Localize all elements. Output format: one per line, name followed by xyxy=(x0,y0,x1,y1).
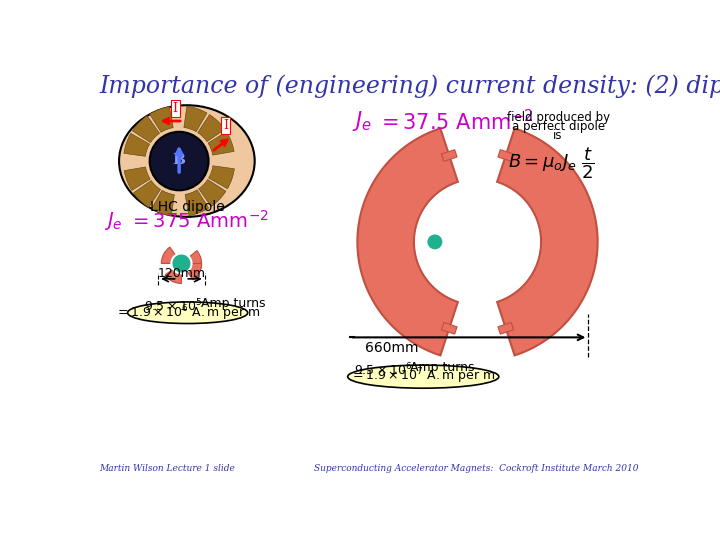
Ellipse shape xyxy=(348,365,499,388)
Text: I: I xyxy=(173,102,178,115)
Bar xyxy=(441,150,457,161)
Wedge shape xyxy=(150,106,174,132)
Text: field produced by: field produced by xyxy=(507,111,610,124)
Circle shape xyxy=(150,132,209,190)
Text: is: is xyxy=(554,130,563,143)
Wedge shape xyxy=(124,167,150,191)
Text: $= 375\ \mathrm{Amm}^{-2}$: $= 375\ \mathrm{Amm}^{-2}$ xyxy=(129,210,269,232)
Text: I: I xyxy=(223,119,228,132)
Circle shape xyxy=(426,233,444,251)
Wedge shape xyxy=(189,251,202,268)
Circle shape xyxy=(171,253,192,273)
Bar xyxy=(498,150,513,161)
Text: $9.5\times10^5$: $9.5\times10^5$ xyxy=(144,298,202,314)
Text: Amp turns: Amp turns xyxy=(197,298,266,310)
Wedge shape xyxy=(184,106,207,132)
Wedge shape xyxy=(185,190,209,215)
Text: 120mm: 120mm xyxy=(158,267,205,280)
Text: 660mm: 660mm xyxy=(365,341,418,355)
Wedge shape xyxy=(151,191,174,216)
Wedge shape xyxy=(186,264,202,280)
PathPatch shape xyxy=(497,129,598,355)
Wedge shape xyxy=(199,179,226,206)
Text: $B = \mu_o J_e\ \dfrac{t}{2}$: $B = \mu_o J_e\ \dfrac{t}{2}$ xyxy=(508,146,595,181)
Bar xyxy=(441,322,457,334)
Text: $J_e$: $J_e$ xyxy=(104,210,122,232)
Ellipse shape xyxy=(119,105,255,217)
Text: B: B xyxy=(173,152,186,166)
Text: $J_e$: $J_e$ xyxy=(352,110,372,133)
Text: $9.5\times10^6$: $9.5\times10^6$ xyxy=(354,361,412,378)
Text: $=1.9\times10^7\ \mathrm{A.m\ per\ m}$: $=1.9\times10^7\ \mathrm{A.m\ per\ m}$ xyxy=(351,367,496,387)
Text: $= 37.5\ \mathrm{Amm}^{-2}$: $= 37.5\ \mathrm{Amm}^{-2}$ xyxy=(377,110,533,134)
Ellipse shape xyxy=(127,302,248,323)
Text: Importance of (engineering) current density: (2) dipoles: Importance of (engineering) current dens… xyxy=(99,75,720,98)
Wedge shape xyxy=(132,116,160,143)
Circle shape xyxy=(415,180,539,303)
Text: LHC dipole: LHC dipole xyxy=(150,200,224,213)
Wedge shape xyxy=(161,247,176,264)
Wedge shape xyxy=(208,132,234,155)
Text: Martin Wilson Lecture 1 slide: Martin Wilson Lecture 1 slide xyxy=(99,464,235,473)
Bar xyxy=(498,322,513,334)
Wedge shape xyxy=(124,133,150,157)
Wedge shape xyxy=(209,166,235,189)
Wedge shape xyxy=(165,269,181,284)
Wedge shape xyxy=(133,180,161,207)
Text: $=1.9\times10^6\ \mathrm{A.m\ per\ m}$: $=1.9\times10^6\ \mathrm{A.m\ per\ m}$ xyxy=(114,303,261,322)
Text: Amp turns: Amp turns xyxy=(406,361,474,374)
PathPatch shape xyxy=(357,129,458,355)
Wedge shape xyxy=(198,114,225,141)
Text: a perfect dipole: a perfect dipole xyxy=(511,120,605,133)
Text: Superconducting Accelerator Magnets:  Cockroft Institute March 2010: Superconducting Accelerator Magnets: Coc… xyxy=(314,464,639,473)
